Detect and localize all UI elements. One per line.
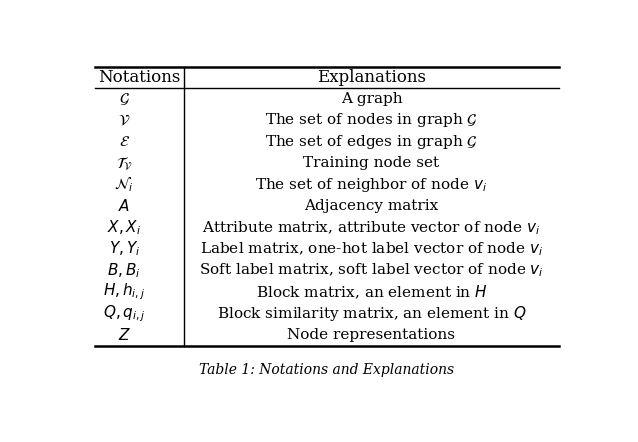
Text: $\mathcal{E}$: $\mathcal{E}$ <box>119 135 130 149</box>
Text: $B, B_i$: $B, B_i$ <box>107 261 141 280</box>
Text: Attribute matrix, attribute vector of node $v_i$: Attribute matrix, attribute vector of no… <box>202 219 540 236</box>
Text: Block similarity matrix, an element in $Q$: Block similarity matrix, an element in $… <box>217 304 526 323</box>
Text: A graph: A graph <box>341 92 403 106</box>
Text: Soft label matrix, soft label vector of node $v_i$: Soft label matrix, soft label vector of … <box>199 262 544 279</box>
Text: Explanations: Explanations <box>317 69 426 86</box>
Text: The set of edges in graph $\mathcal{G}$: The set of edges in graph $\mathcal{G}$ <box>265 133 478 151</box>
Text: Block matrix, an element in $H$: Block matrix, an element in $H$ <box>256 283 487 301</box>
Text: Notations: Notations <box>98 69 181 86</box>
Text: $\mathcal{T}_{\mathcal{V}}$: $\mathcal{T}_{\mathcal{V}}$ <box>115 155 133 171</box>
Text: Label matrix, one-hot label vector of node $v_i$: Label matrix, one-hot label vector of no… <box>200 240 543 258</box>
Text: $Y, Y_i$: $Y, Y_i$ <box>108 240 140 259</box>
Text: The set of nodes in graph $\mathcal{G}$: The set of nodes in graph $\mathcal{G}$ <box>265 111 478 130</box>
Text: Adjacency matrix: Adjacency matrix <box>304 199 438 213</box>
Text: Table 1: Notations and Explanations: Table 1: Notations and Explanations <box>200 363 454 377</box>
Text: Training node set: Training node set <box>304 156 440 170</box>
Text: The set of neighbor of node $v_i$: The set of neighbor of node $v_i$ <box>255 176 487 194</box>
Text: $Q, q_{i,j}$: $Q, q_{i,j}$ <box>103 303 145 324</box>
Text: $X, X_i$: $X, X_i$ <box>107 218 142 237</box>
Text: $\mathcal{N}_i$: $\mathcal{N}_i$ <box>114 175 134 194</box>
Text: $A$: $A$ <box>118 198 130 214</box>
Text: $H, h_{i,j}$: $H, h_{i,j}$ <box>103 282 145 302</box>
Text: Node representations: Node representations <box>288 328 456 342</box>
Text: $Z$: $Z$ <box>118 327 131 343</box>
Text: $\mathcal{V}$: $\mathcal{V}$ <box>118 113 130 128</box>
Text: $\mathcal{G}$: $\mathcal{G}$ <box>119 91 130 107</box>
